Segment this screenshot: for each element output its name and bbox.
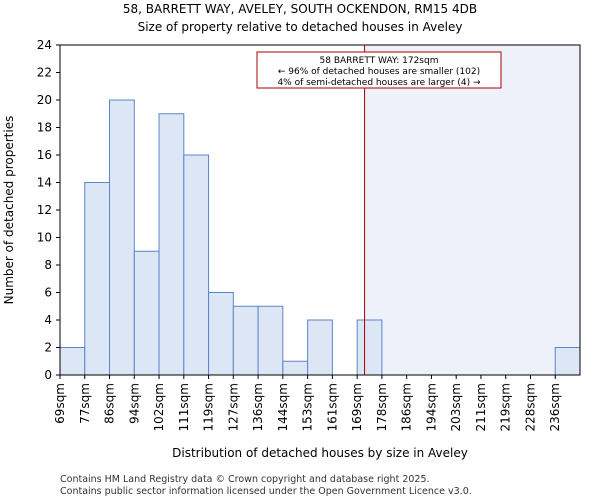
footer-line-2: Contains public sector information licen… bbox=[60, 486, 472, 497]
y-axis-label: Number of detached properties bbox=[2, 116, 16, 305]
y-tick-label: 10 bbox=[37, 231, 52, 245]
y-tick-label: 20 bbox=[37, 93, 52, 107]
x-tick-label: 94sqm bbox=[127, 383, 141, 424]
y-tick-label: 16 bbox=[37, 148, 52, 162]
x-tick-label: 153sqm bbox=[301, 383, 315, 431]
x-tick-label: 194sqm bbox=[424, 383, 438, 431]
bar bbox=[232, 305, 259, 376]
bar bbox=[356, 319, 383, 376]
y-tick-label: 0 bbox=[44, 368, 52, 382]
bar bbox=[133, 250, 160, 376]
bar bbox=[183, 154, 210, 376]
y-tick-label: 6 bbox=[44, 286, 52, 300]
chart-subtitle: Size of property relative to detached ho… bbox=[138, 20, 463, 34]
bar bbox=[208, 292, 234, 376]
x-tick-label: 161sqm bbox=[325, 383, 339, 431]
bar bbox=[257, 305, 284, 376]
bar bbox=[109, 99, 135, 376]
x-tick-label: 211sqm bbox=[474, 383, 488, 431]
x-tick-label: 236sqm bbox=[548, 383, 562, 431]
x-tick-label: 102sqm bbox=[152, 383, 166, 431]
y-tick-label: 12 bbox=[37, 203, 52, 217]
x-tick-label: 136sqm bbox=[251, 383, 265, 431]
x-tick-label: 186sqm bbox=[400, 383, 414, 431]
y-tick-label: 4 bbox=[44, 313, 52, 327]
chart-title: 58, BARRETT WAY, AVELEY, SOUTH OCKENDON,… bbox=[123, 2, 477, 16]
bar bbox=[59, 347, 86, 376]
y-tick-label: 14 bbox=[37, 176, 52, 190]
annotation-line-1: 58 BARRETT WAY: 172sqm bbox=[320, 56, 439, 66]
y-tick-label: 24 bbox=[37, 38, 52, 52]
x-tick-label: 228sqm bbox=[523, 383, 537, 431]
x-tick-label: 219sqm bbox=[499, 383, 513, 431]
footer-line-1: Contains HM Land Registry data © Crown c… bbox=[60, 474, 430, 485]
x-tick-label: 111sqm bbox=[177, 383, 191, 431]
x-tick-label: 69sqm bbox=[53, 383, 67, 424]
y-tick-label: 8 bbox=[44, 258, 52, 272]
annotation-line-2: ← 96% of detached houses are smaller (10… bbox=[278, 67, 480, 77]
x-tick-label: 169sqm bbox=[350, 383, 364, 431]
bar bbox=[282, 360, 309, 376]
x-tick-label: 178sqm bbox=[375, 383, 389, 431]
highlight-region bbox=[364, 45, 580, 375]
x-tick-label: 144sqm bbox=[276, 383, 290, 431]
x-tick-label: 86sqm bbox=[103, 383, 117, 424]
x-tick-label: 127sqm bbox=[226, 383, 240, 431]
x-tick-label: 119sqm bbox=[202, 383, 216, 431]
y-tick-label: 18 bbox=[37, 121, 52, 135]
y-tick-label: 22 bbox=[37, 66, 52, 80]
y-tick-label: 2 bbox=[44, 341, 52, 355]
x-axis-label: Distribution of detached houses by size … bbox=[172, 446, 468, 460]
bar bbox=[158, 113, 185, 376]
bar bbox=[84, 182, 111, 376]
annotation-box bbox=[256, 51, 502, 89]
bar bbox=[307, 319, 333, 376]
x-tick-label: 203sqm bbox=[449, 383, 463, 431]
x-tick-label: 77sqm bbox=[78, 383, 92, 424]
bar bbox=[554, 347, 581, 376]
annotation-line-3: 4% of semi-detached houses are larger (4… bbox=[277, 78, 481, 88]
